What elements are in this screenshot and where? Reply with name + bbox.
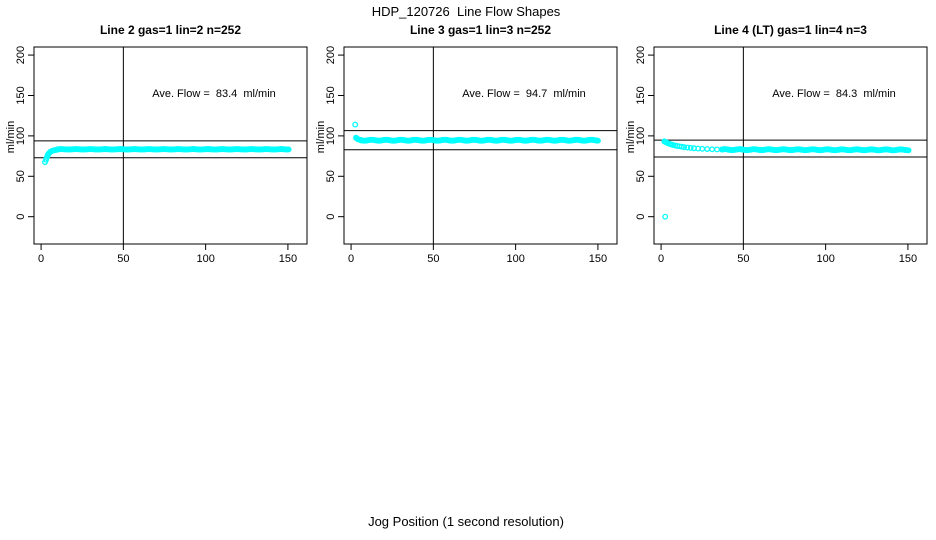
x-tick-label: 0: [348, 253, 354, 265]
x-tick-label: 0: [38, 253, 44, 265]
data-point: [678, 143, 685, 150]
panel-line-3: Line 3 gas=1 lin=3 n=252 0 50 100 150 0 50 100 1…: [315, 23, 618, 265]
x-tick-label: 0: [658, 253, 664, 265]
y-tick-label: 0: [15, 214, 27, 220]
x-tick-label: 50: [427, 253, 439, 265]
x-tick-label: 100: [506, 253, 524, 265]
y-axis-label: ml/min: [315, 121, 327, 153]
ave-flow-annotation: Ave. Flow = 84.3 ml/min: [772, 88, 896, 100]
y-tick-label: 0: [635, 214, 647, 220]
x-tick-label: 150: [899, 253, 917, 265]
panel-line-2: Line 2 gas=1 lin=2 n=252 0 50 100 150 0 50 100 1…: [5, 23, 308, 265]
y-axis-label: ml/min: [625, 121, 637, 153]
y-tick-label: 200: [325, 46, 337, 64]
data-point: [285, 146, 292, 153]
x-tick-label: 100: [816, 253, 834, 265]
x-tick-label: 50: [117, 253, 129, 265]
panel-title: Line 4 (LT) gas=1 lin=4 n=3: [714, 23, 867, 37]
plot-box: [653, 46, 928, 245]
x-tick-label: 50: [737, 253, 749, 265]
data-point: [714, 146, 720, 153]
y-tick-label: 150: [325, 86, 337, 104]
ave-flow-annotation: Ave. Flow = 83.4 ml/min: [152, 88, 276, 100]
ave-flow-annotation: Ave. Flow = 94.7 ml/min: [462, 88, 586, 100]
plot-box: [343, 46, 618, 245]
panel-line-4: Line 4 (LT) gas=1 lin=4 n=3 0 50 100 150 0 50 1…: [625, 23, 928, 265]
x-tick-label: 150: [589, 253, 607, 265]
data-point: [687, 144, 694, 151]
y-tick-label: 50: [325, 170, 337, 182]
y-tick-label: 150: [15, 86, 27, 104]
data-point: [905, 147, 912, 154]
plot-box: [33, 46, 308, 245]
y-tick-label: 200: [15, 46, 27, 64]
panels-group: Line 2 gas=1 lin=2 n=252 0 50 100 150 0 50 100 1…: [5, 23, 928, 265]
data-point: [681, 144, 688, 151]
y-tick-label: 0: [325, 214, 337, 220]
y-tick-label: 50: [635, 170, 647, 182]
y-tick-label: 100: [325, 127, 337, 145]
x-axis-label: Jog Position (1 second resolution): [368, 514, 564, 529]
outlier-data-point: [352, 121, 359, 128]
data-point: [704, 146, 711, 153]
y-tick-label: 50: [15, 170, 27, 182]
y-tick-label: 100: [635, 127, 647, 145]
y-tick-label: 100: [15, 127, 27, 145]
data-point: [709, 146, 716, 153]
outlier-data-point: [662, 213, 669, 220]
x-tick-label: 150: [279, 253, 297, 265]
panel-title: Line 2 gas=1 lin=2 n=252: [100, 23, 241, 37]
data-point: [684, 144, 691, 151]
data-point: [594, 137, 601, 144]
x-tick-label: 100: [196, 253, 214, 265]
panel-title: Line 3 gas=1 lin=3 n=252: [410, 23, 551, 37]
main-title: HDP_120726 Line Flow Shapes: [372, 4, 561, 19]
y-tick-label: 150: [635, 86, 647, 104]
y-tick-label: 200: [635, 46, 647, 64]
y-axis-label: ml/min: [5, 121, 17, 153]
